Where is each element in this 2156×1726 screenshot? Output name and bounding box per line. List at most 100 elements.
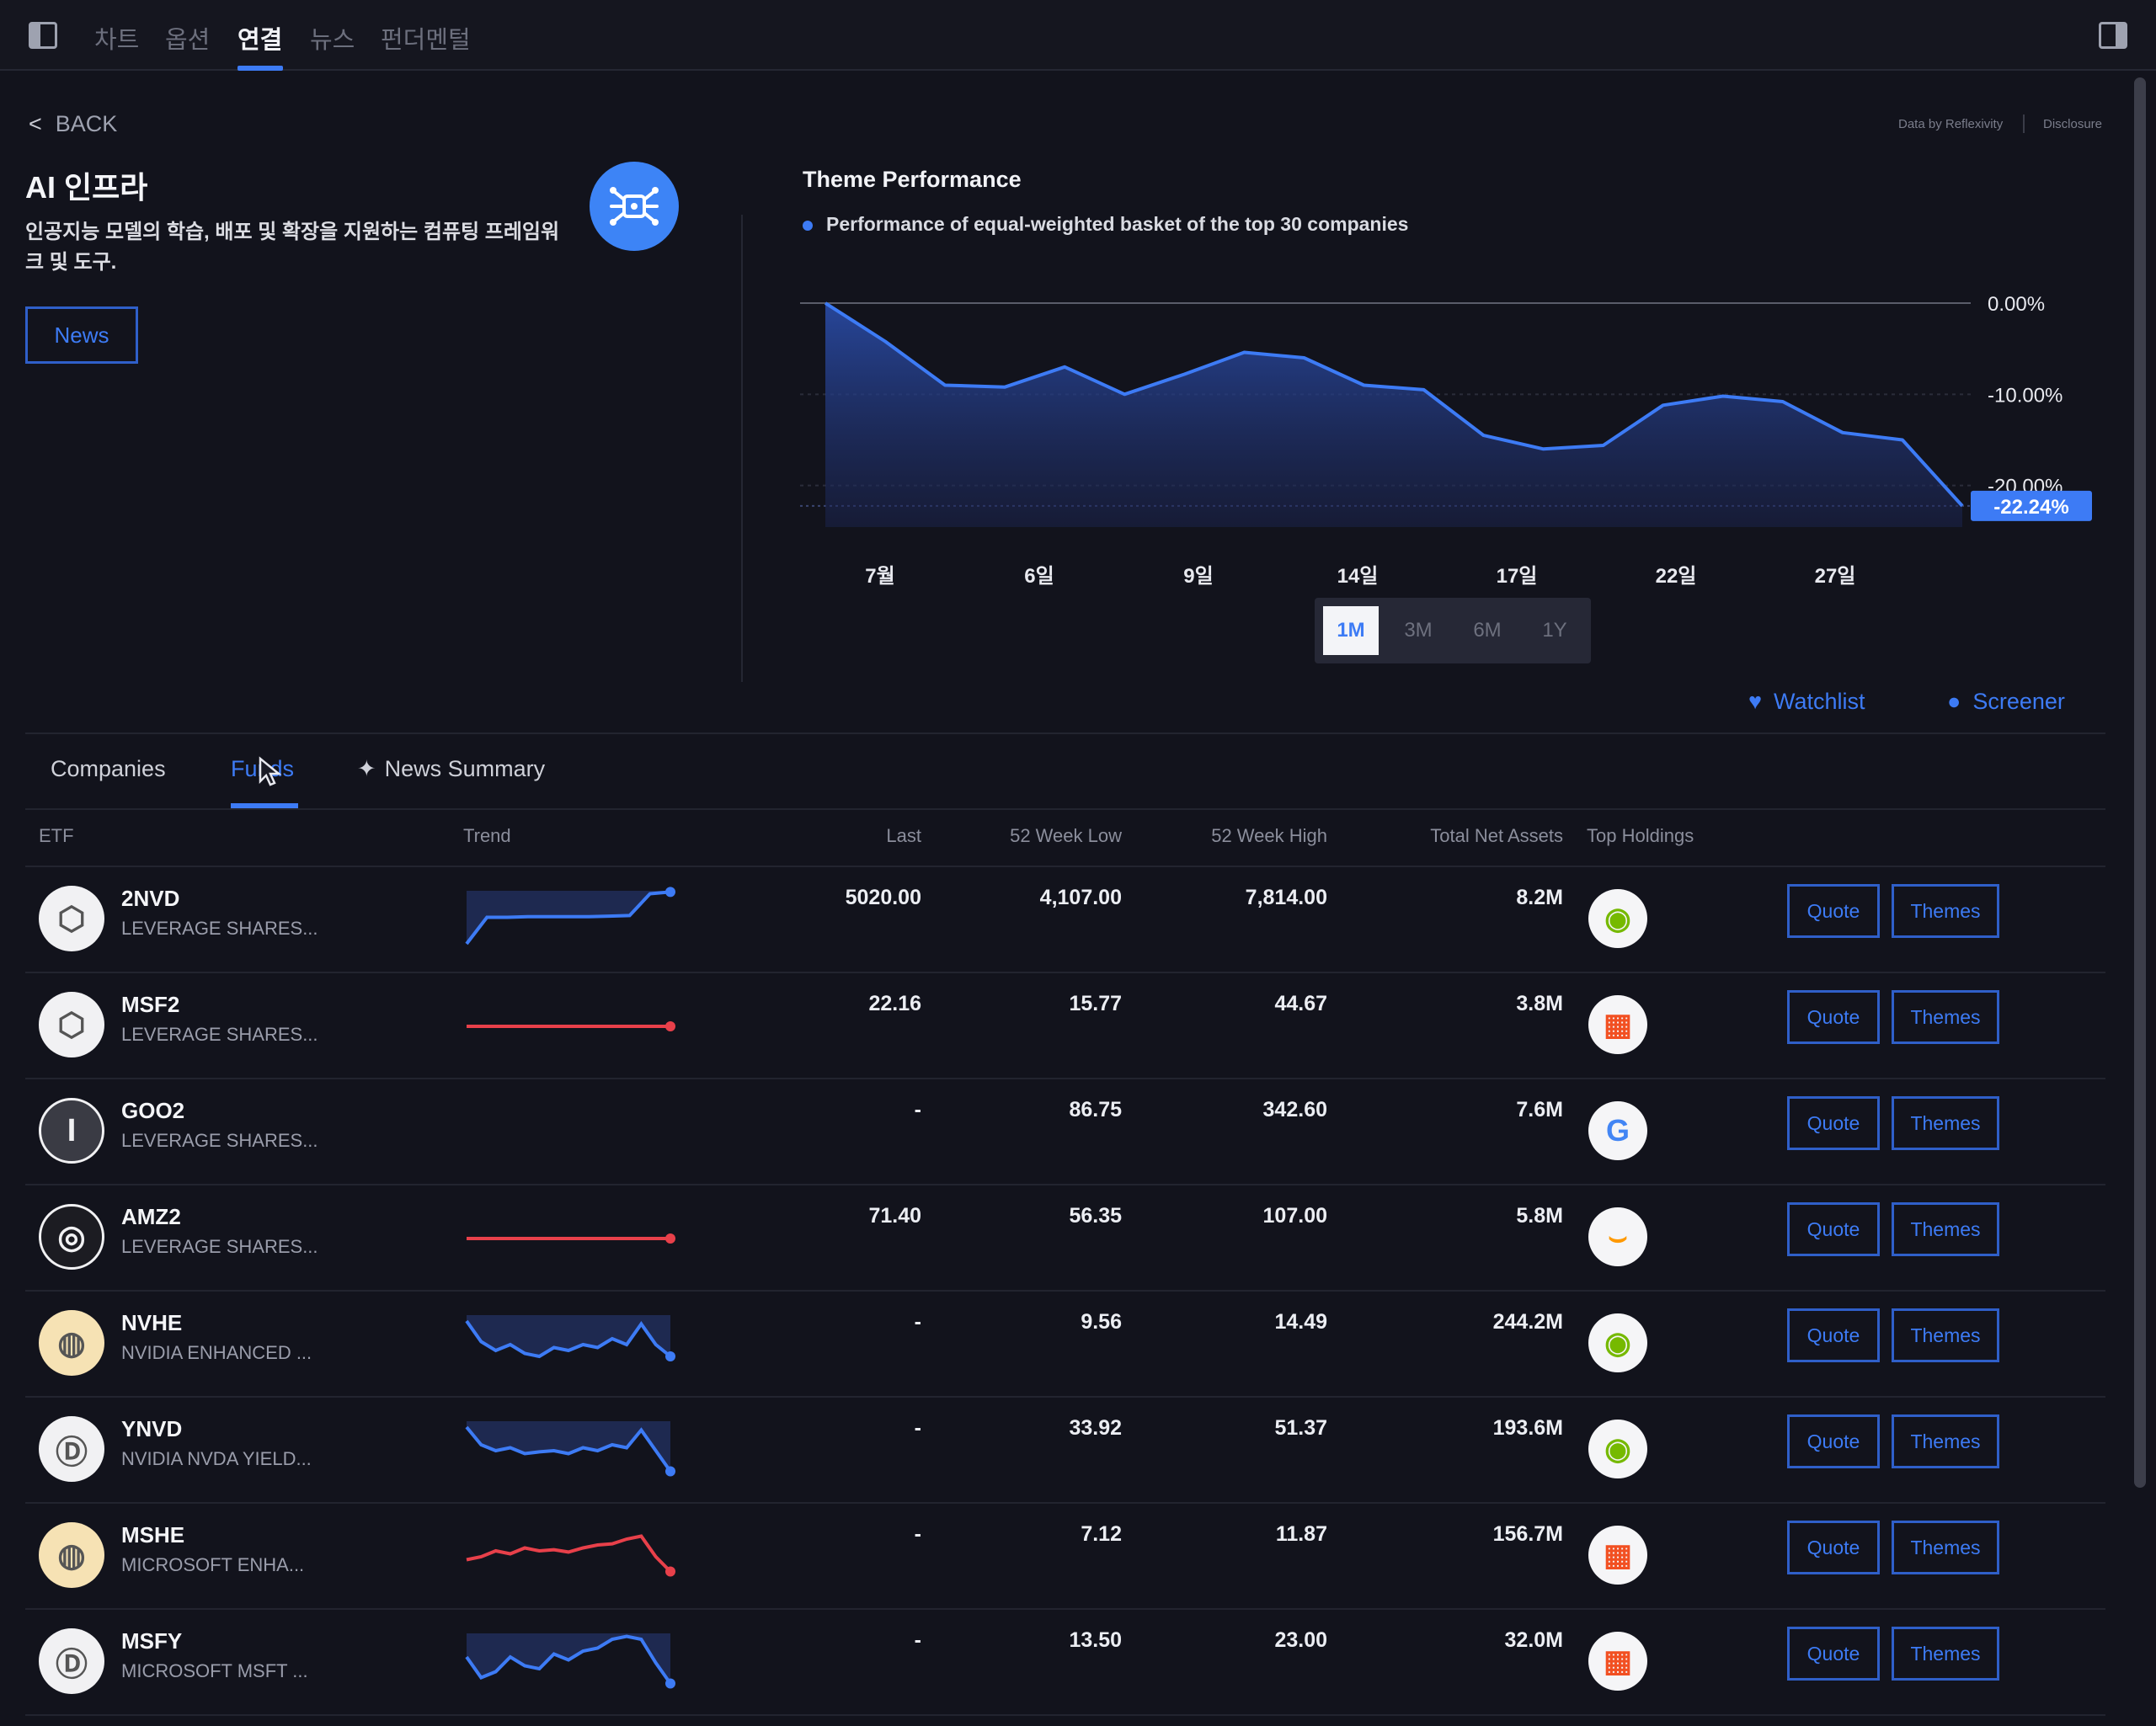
- trend-sparkline: [463, 1096, 682, 1169]
- table-row[interactable]: ◎ AMZ2 LEVERAGE SHARES... 71.40 56.35 107.00 5…: [25, 1185, 2105, 1292]
- nav-tab-fundamentals[interactable]: 펀더멘털: [381, 27, 471, 54]
- tab-news-summary-label: News Summary: [384, 756, 546, 781]
- nav-tab-connections[interactable]: 연결: [237, 27, 283, 54]
- last-price: -: [914, 1522, 921, 1546]
- x-tick-label: 27일: [1815, 565, 1856, 588]
- nvidia-logo-icon[interactable]: ◉: [1588, 1313, 1647, 1372]
- last-price: -: [914, 1098, 921, 1121]
- performance-title: Theme Performance: [803, 167, 1022, 192]
- section-divider: [741, 215, 743, 682]
- column-header-top-holdings[interactable]: Top Holdings: [1587, 825, 1694, 846]
- sparkline-end-dot: [665, 1351, 675, 1361]
- microsoft-logo-icon[interactable]: ▦: [1588, 995, 1647, 1054]
- themes-button[interactable]: Themes: [1892, 1627, 1999, 1681]
- themes-button[interactable]: Themes: [1892, 1414, 1999, 1468]
- themes-button[interactable]: Themes: [1892, 1202, 1999, 1256]
- column-header-trend[interactable]: Trend: [463, 825, 511, 846]
- fund-ticker[interactable]: YNVD: [121, 1416, 183, 1441]
- fund-ticker[interactable]: MSHE: [121, 1522, 185, 1548]
- panel-toggle-icon[interactable]: [2099, 22, 2127, 49]
- trend-sparkline: [467, 1021, 675, 1031]
- quote-button[interactable]: Quote: [1787, 1627, 1880, 1681]
- disclosure-link[interactable]: Disclosure: [2043, 117, 2103, 131]
- column-header-52w-high[interactable]: 52 Week High: [1211, 825, 1327, 846]
- tab-companies[interactable]: Companies: [51, 756, 166, 781]
- table-row[interactable]: Ⓓ MSFY MICROSOFT MSFT ... - 13.50 23.00 32.0M ▦…: [25, 1610, 2105, 1716]
- quote-button[interactable]: Quote: [1787, 1096, 1880, 1150]
- range-3m-button[interactable]: 3M: [1390, 606, 1446, 655]
- google-logo-icon[interactable]: G: [1588, 1101, 1647, 1160]
- column-header-total-net-assets[interactable]: Total Net Assets: [1430, 825, 1563, 846]
- 52-week-high: 107.00: [1262, 1204, 1327, 1228]
- chart-series-line: [824, 301, 1964, 508]
- table-row[interactable]: ◍ NVHE NVIDIA ENHANCED ... - 9.56 14.49 244.2M…: [25, 1292, 2105, 1398]
- sparkline-end-dot: [665, 1021, 675, 1031]
- fund-ticker[interactable]: GOO2: [121, 1098, 185, 1123]
- performance-chart[interactable]: 0.00%-10.00%-20.00% 7월 6일 9일 14일 17일 22일 27일 -…: [792, 278, 2105, 598]
- watchlist-link[interactable]: ♥ Watchlist: [1748, 689, 1865, 715]
- microsoft-logo-icon[interactable]: ▦: [1588, 1526, 1647, 1585]
- x-tick-label: 17일: [1497, 565, 1538, 588]
- fund-ticker[interactable]: 2NVD: [121, 886, 180, 911]
- themes-button[interactable]: Themes: [1892, 1521, 1999, 1574]
- fund-ticker[interactable]: AMZ2: [121, 1204, 181, 1229]
- table-row[interactable]: Ⓓ YNVD NVIDIA NVDA YIELD... - 33.92 51.37 193.…: [25, 1398, 2105, 1504]
- fund-name: MICROSOFT MSFT ...: [121, 1660, 308, 1681]
- total-net-assets: 32.0M: [1504, 1628, 1563, 1652]
- fund-ticker[interactable]: MSF2: [121, 992, 180, 1017]
- divider: [25, 732, 2105, 734]
- theme-description: 인공지능 모델의 학습, 배포 및 확장을 지원하는 컴퓨팅 프레임워크 및 도…: [25, 221, 560, 274]
- quote-button[interactable]: Quote: [1787, 1414, 1880, 1468]
- quote-button[interactable]: Quote: [1787, 990, 1880, 1044]
- x-tick-label: 6일: [1024, 565, 1054, 588]
- amazon-logo-icon[interactable]: ⌣: [1588, 1207, 1647, 1266]
- column-header-etf[interactable]: ETF: [39, 825, 74, 846]
- fund-name: LEVERAGE SHARES...: [121, 1236, 318, 1257]
- quote-button[interactable]: Quote: [1787, 1308, 1880, 1362]
- range-1y-button[interactable]: 1Y: [1527, 606, 1582, 655]
- nav-tab-chart[interactable]: 차트: [94, 27, 140, 54]
- nav-tab-news[interactable]: 뉴스: [310, 27, 355, 54]
- microsoft-logo-icon[interactable]: ▦: [1588, 1632, 1647, 1691]
- themes-button[interactable]: Themes: [1892, 1308, 1999, 1362]
- quote-button[interactable]: Quote: [1787, 1202, 1880, 1256]
- table-row[interactable]: ⬡ MSF2 LEVERAGE SHARES... 22.16 15.77 44.67 3.…: [25, 973, 2105, 1079]
- trend-sparkline: [465, 1633, 675, 1689]
- fund-ticker[interactable]: MSFY: [121, 1628, 183, 1654]
- nvidia-logo-icon[interactable]: ◉: [1588, 1420, 1647, 1478]
- news-button[interactable]: News: [25, 306, 138, 364]
- themes-button[interactable]: Themes: [1892, 990, 1999, 1044]
- 52-week-low: 15.77: [1069, 992, 1122, 1015]
- tab-news-summary[interactable]: ✦ News Summary: [357, 756, 545, 782]
- sidebar-toggle-icon[interactable]: [29, 22, 57, 49]
- range-6m-button[interactable]: 6M: [1460, 606, 1515, 655]
- data-attribution: Data by Reflexivity: [1898, 117, 2004, 131]
- quote-button[interactable]: Quote: [1787, 1521, 1880, 1574]
- themes-button[interactable]: Themes: [1892, 1096, 1999, 1150]
- screener-link[interactable]: ● Screener: [1947, 689, 2065, 715]
- total-net-assets: 7.6M: [1516, 1098, 1563, 1121]
- scrollbar[interactable]: [2134, 77, 2146, 1488]
- trend-sparkline: [467, 1233, 675, 1244]
- total-net-assets: 156.7M: [1492, 1522, 1563, 1546]
- heart-icon: ♥: [1748, 689, 1763, 714]
- table-row[interactable]: ◍ MSHE MICROSOFT ENHA... - 7.12 11.87 156.7M ▦ Q…: [25, 1504, 2105, 1610]
- nvidia-logo-icon[interactable]: ◉: [1588, 889, 1647, 948]
- column-header-last[interactable]: Last: [886, 825, 921, 846]
- themes-button[interactable]: Themes: [1892, 884, 1999, 938]
- back-link[interactable]: < BACK: [29, 111, 117, 137]
- x-tick-label: 14일: [1337, 565, 1379, 588]
- total-net-assets: 3.8M: [1516, 992, 1563, 1015]
- column-header-52w-low[interactable]: 52 Week Low: [1010, 825, 1122, 846]
- table-row[interactable]: I GOO2 LEVERAGE SHARES... - 86.75 342.60 7.6M G…: [25, 1079, 2105, 1185]
- range-1m-button[interactable]: 1M: [1323, 606, 1379, 655]
- nav-tab-options[interactable]: 옵션: [165, 27, 211, 54]
- quote-button[interactable]: Quote: [1787, 884, 1880, 938]
- 52-week-low: 86.75: [1069, 1098, 1122, 1121]
- active-tab-indicator: [231, 803, 298, 808]
- table-row[interactable]: ⬡ 2NVD LEVERAGE SHARES... 5020.00 4,107.00 7,…: [25, 867, 2105, 973]
- sparkline-area: [467, 891, 670, 944]
- network-chip-icon: [590, 162, 679, 251]
- fund-ticker[interactable]: NVHE: [121, 1310, 183, 1335]
- sparkline-end-dot: [665, 1678, 675, 1689]
